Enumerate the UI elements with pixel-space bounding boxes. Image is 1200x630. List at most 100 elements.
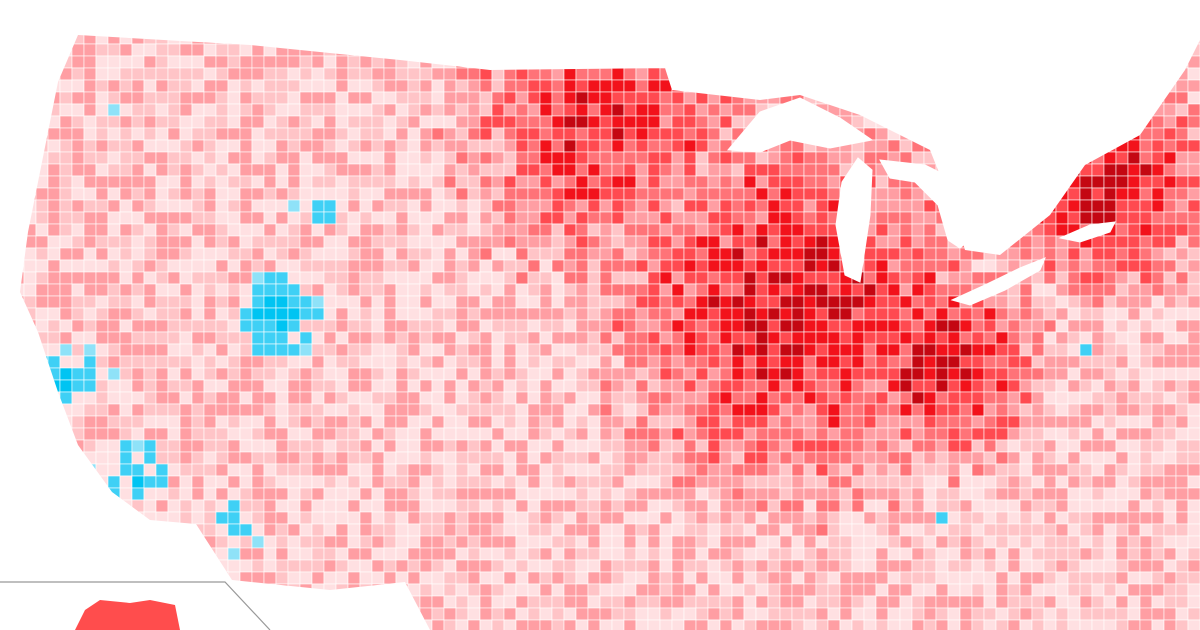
county bbox=[71, 211, 85, 225]
county bbox=[791, 295, 805, 309]
county bbox=[863, 523, 877, 537]
county bbox=[1043, 55, 1057, 69]
county bbox=[779, 379, 793, 393]
county bbox=[20, 439, 25, 453]
county bbox=[263, 463, 277, 477]
county bbox=[47, 163, 61, 177]
county bbox=[635, 35, 649, 45]
county bbox=[1115, 439, 1129, 453]
county bbox=[767, 475, 781, 489]
county bbox=[287, 427, 301, 441]
county bbox=[515, 211, 529, 225]
county bbox=[155, 391, 169, 405]
county bbox=[455, 151, 469, 165]
county bbox=[191, 547, 205, 561]
county bbox=[803, 499, 817, 513]
county bbox=[107, 415, 121, 429]
county bbox=[491, 295, 505, 309]
county bbox=[167, 91, 181, 105]
county bbox=[1163, 571, 1177, 585]
county bbox=[911, 535, 925, 549]
county bbox=[575, 259, 589, 273]
county bbox=[359, 559, 373, 573]
county bbox=[335, 35, 349, 45]
county bbox=[755, 595, 769, 609]
county bbox=[623, 223, 637, 237]
county bbox=[575, 163, 589, 177]
county bbox=[875, 559, 889, 573]
county bbox=[635, 367, 649, 381]
county bbox=[791, 355, 805, 369]
county bbox=[707, 163, 721, 177]
county bbox=[251, 295, 265, 309]
county bbox=[911, 607, 925, 621]
county bbox=[587, 259, 601, 273]
county bbox=[1019, 475, 1033, 489]
county bbox=[443, 547, 457, 561]
county bbox=[935, 439, 949, 453]
county bbox=[1175, 127, 1189, 141]
county bbox=[347, 439, 361, 453]
county bbox=[275, 391, 289, 405]
county bbox=[815, 79, 829, 93]
county bbox=[119, 247, 133, 261]
county bbox=[755, 379, 769, 393]
county bbox=[323, 127, 337, 141]
county bbox=[515, 427, 529, 441]
county bbox=[71, 163, 85, 177]
county bbox=[335, 307, 349, 321]
county bbox=[275, 127, 289, 141]
county bbox=[203, 67, 217, 81]
county bbox=[395, 319, 409, 333]
county bbox=[503, 355, 517, 369]
county bbox=[239, 499, 253, 513]
county bbox=[1127, 331, 1141, 345]
county bbox=[359, 271, 373, 285]
county bbox=[743, 523, 757, 537]
county bbox=[1163, 235, 1177, 249]
county bbox=[83, 199, 97, 213]
county bbox=[527, 283, 541, 297]
county bbox=[1092, 20, 1104, 32]
county bbox=[731, 463, 745, 477]
county bbox=[1163, 439, 1177, 453]
county bbox=[851, 391, 865, 405]
county bbox=[743, 451, 757, 465]
county bbox=[959, 35, 973, 45]
county bbox=[635, 571, 649, 585]
county bbox=[767, 367, 781, 381]
county bbox=[743, 379, 757, 393]
county bbox=[491, 91, 505, 105]
county bbox=[695, 235, 709, 249]
county bbox=[479, 547, 493, 561]
county bbox=[1055, 223, 1069, 237]
county bbox=[971, 595, 985, 609]
county bbox=[743, 463, 757, 477]
county bbox=[407, 355, 421, 369]
county bbox=[35, 499, 49, 513]
county bbox=[815, 67, 829, 81]
county bbox=[623, 511, 637, 525]
county bbox=[659, 199, 673, 213]
county bbox=[443, 451, 457, 465]
county bbox=[1091, 499, 1105, 513]
county bbox=[695, 79, 709, 93]
county bbox=[1187, 199, 1200, 213]
county bbox=[659, 295, 673, 309]
county bbox=[143, 67, 157, 81]
county bbox=[539, 511, 553, 525]
county bbox=[959, 571, 973, 585]
county bbox=[107, 79, 121, 93]
county bbox=[575, 139, 589, 153]
county bbox=[203, 439, 217, 453]
county bbox=[1055, 355, 1069, 369]
county bbox=[815, 211, 829, 225]
county bbox=[695, 187, 709, 201]
county bbox=[815, 607, 829, 621]
county bbox=[828, 20, 840, 32]
county bbox=[935, 271, 949, 285]
county bbox=[107, 307, 121, 321]
county bbox=[635, 55, 649, 69]
county bbox=[875, 451, 889, 465]
county bbox=[959, 187, 973, 201]
